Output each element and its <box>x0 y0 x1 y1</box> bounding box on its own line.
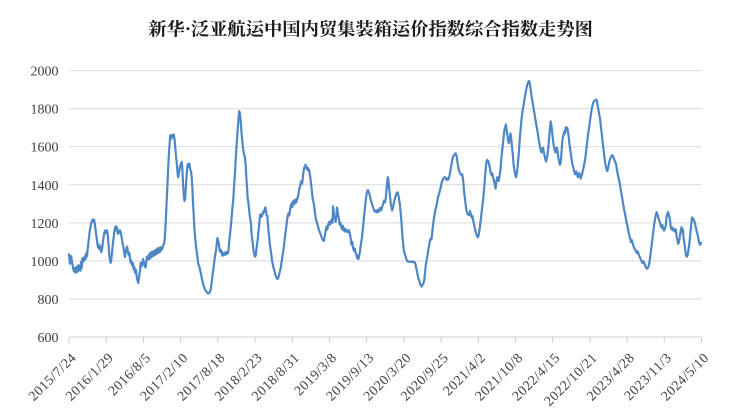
svg-text:1000: 1000 <box>31 255 59 270</box>
svg-text:1600: 1600 <box>31 141 59 156</box>
svg-text:1200: 1200 <box>31 217 59 232</box>
svg-text:2000: 2000 <box>31 65 59 80</box>
svg-text:1800: 1800 <box>31 103 59 118</box>
svg-text:1400: 1400 <box>31 179 59 194</box>
svg-text:800: 800 <box>38 293 59 308</box>
svg-text:600: 600 <box>38 331 59 346</box>
